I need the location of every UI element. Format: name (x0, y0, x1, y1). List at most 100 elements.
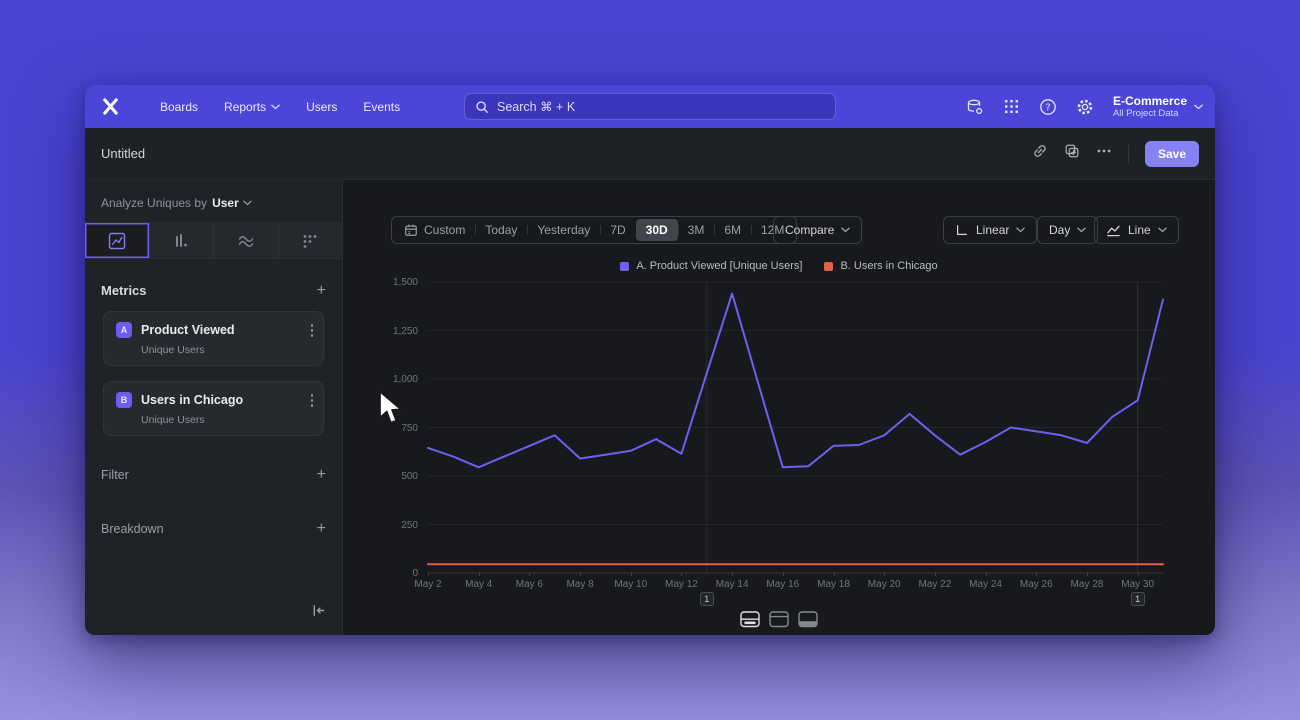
x-axis-tick (985, 573, 987, 576)
x-axis-tick (884, 573, 886, 576)
interval-dropdown[interactable]: Day (1037, 216, 1099, 244)
project-name: E-Commerce (1112, 93, 1187, 108)
tab-flow-chart[interactable] (214, 223, 279, 258)
add-metric-button[interactable]: + (316, 281, 326, 299)
nav-item-boards[interactable]: Boards (160, 99, 199, 114)
series-line-a[interactable] (427, 292, 1164, 469)
add-breakdown-button[interactable]: + (316, 520, 326, 537)
range-30d[interactable]: 30D (635, 219, 678, 241)
analyze-unit-dropdown[interactable]: User (212, 196, 252, 210)
range-yesterday[interactable]: Yesterday (527, 219, 600, 241)
legend-item-b[interactable]: B. Users in Chicago (824, 260, 938, 272)
compare-dropdown[interactable]: Compare (773, 216, 863, 244)
line-chart-plot[interactable] (427, 281, 1164, 574)
view-layout-toggles (343, 611, 1215, 628)
x-axis-label: May 26 (1019, 579, 1053, 590)
help-icon[interactable]: ? (1039, 98, 1057, 116)
metric-options-icon[interactable] (310, 324, 313, 337)
project-selector[interactable]: E-Commerce All Project Data (1112, 93, 1203, 119)
save-button[interactable]: Save (1144, 140, 1199, 167)
chevron-down-icon (271, 104, 280, 109)
mixpanel-logo-icon[interactable] (101, 97, 120, 116)
x-axis-label: May 22 (918, 579, 952, 590)
add-filter-button[interactable]: + (316, 466, 326, 483)
range-7d[interactable]: 7D (600, 219, 635, 241)
toggle-chart-and-table[interactable] (740, 611, 760, 628)
range-custom[interactable]: Custom (394, 219, 475, 241)
x-axis-label: May 4 (465, 579, 493, 590)
toggle-chart-only[interactable] (769, 611, 789, 628)
x-axis-label: May 2 (414, 579, 442, 590)
tab-line-chart[interactable] (85, 223, 150, 258)
y-axis-label: 750 (401, 422, 418, 434)
metric-badge-b: B (116, 392, 132, 408)
search-input[interactable]: Search ⌘ + K (464, 93, 836, 120)
chart-toolbar: Custom Today Yesterday 7D 30D 3M 6M 12M … (343, 216, 1215, 244)
y-axis-label: 500 (401, 471, 418, 482)
copy-link-icon[interactable] (1032, 143, 1048, 164)
chevron-down-icon (841, 227, 851, 233)
breakdown-title: Breakdown (101, 522, 164, 536)
more-options-icon[interactable] (1096, 143, 1112, 164)
divider (1127, 144, 1129, 163)
report-title[interactable]: Untitled (101, 146, 146, 161)
analyze-prefix: Analyze Uniques by (101, 196, 208, 210)
apps-grid-icon[interactable] (1003, 98, 1020, 115)
x-axis-tick (833, 573, 835, 576)
chart-legend: A. Product Viewed [Unique Users] B. User… (343, 260, 1215, 272)
legend-swatch-b (824, 261, 834, 271)
collapse-sidebar-icon[interactable] (311, 603, 326, 623)
x-axis-tick (478, 573, 480, 576)
x-axis-tick (630, 573, 632, 576)
x-axis-label: May 14 (715, 579, 749, 590)
annotation-badge[interactable]: 1 (699, 592, 714, 606)
legend-swatch-a (620, 261, 630, 271)
linear-axis-icon (957, 225, 967, 235)
nav-item-events[interactable]: Events (363, 99, 401, 114)
x-axis-tick (732, 573, 734, 576)
data-management-icon[interactable] (966, 98, 984, 116)
nav-item-users[interactable]: Users (306, 99, 338, 114)
chevron-down-icon (1157, 227, 1167, 233)
metrics-title: Metrics (101, 283, 147, 298)
annotation-badge[interactable]: 1 (1130, 592, 1145, 606)
x-axis-label: May 8 (566, 579, 594, 590)
x-axis-label: May 18 (817, 579, 850, 590)
metric-subtitle: Unique Users (141, 344, 205, 356)
legend-item-a[interactable]: A. Product Viewed [Unique Users] (620, 260, 802, 272)
y-axis-label: 1,250 (392, 325, 418, 337)
settings-gear-icon[interactable] (1076, 98, 1094, 116)
range-3m[interactable]: 3M (677, 219, 715, 241)
x-axis-label: May 6 (515, 579, 543, 590)
search-icon (476, 100, 488, 113)
report-header: Untitled Save (85, 128, 1215, 180)
y-axis-label: 1,000 (392, 374, 418, 385)
metric-card-a[interactable]: A Product Viewed Unique Users (103, 311, 324, 366)
duplicate-icon[interactable] (1064, 143, 1080, 164)
y-axis-label: 1,500 (392, 277, 418, 288)
metric-card-b[interactable]: B Users in Chicago Unique Users (103, 381, 324, 436)
x-axis-tick (1137, 573, 1139, 576)
date-range-control: Custom Today Yesterday 7D 30D 3M 6M 12M (391, 216, 798, 244)
tab-bar-chart[interactable] (149, 223, 214, 258)
x-axis-tick (580, 573, 582, 576)
analyze-row: Analyze Uniques by User (85, 180, 342, 222)
range-today[interactable]: Today (475, 219, 527, 241)
flow-icon (238, 235, 253, 247)
x-axis-label: May 16 (766, 579, 800, 590)
x-axis-tick (934, 573, 936, 576)
metric-options-icon[interactable] (310, 394, 313, 407)
x-axis-label: May 12 (665, 579, 698, 590)
toggle-table-only[interactable] (798, 611, 818, 628)
tab-retention-grid[interactable] (278, 223, 342, 258)
chart-type-dropdown[interactable]: Line (1094, 216, 1179, 244)
project-subtitle: All Project Data (1112, 107, 1179, 119)
scale-dropdown[interactable]: Linear (943, 216, 1038, 244)
chevron-down-icon (1016, 227, 1026, 233)
svg-text:?: ? (1045, 102, 1050, 113)
query-sidebar: Analyze Uniques by User (85, 180, 343, 635)
range-6m[interactable]: 6M (714, 219, 751, 241)
nav-item-reports[interactable]: Reports (224, 100, 280, 114)
search-placeholder: Search ⌘ + K (497, 100, 576, 114)
range-12m[interactable]: 12M (751, 219, 794, 241)
